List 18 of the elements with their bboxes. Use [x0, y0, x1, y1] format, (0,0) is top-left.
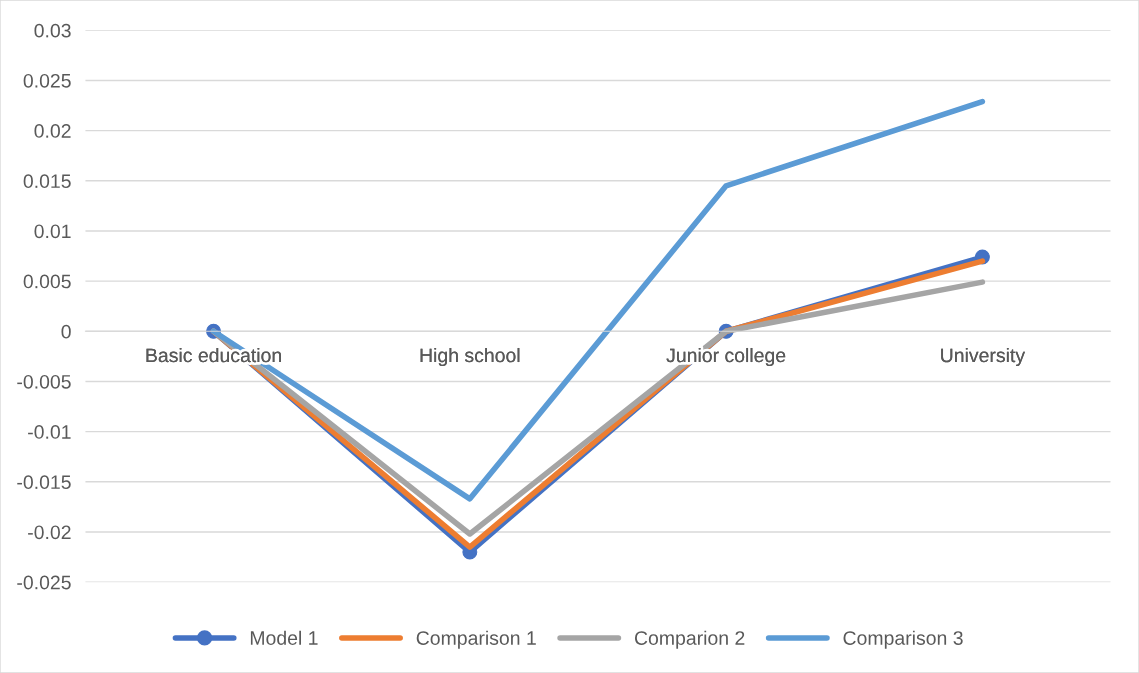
legend-label: Comparion 2	[634, 630, 745, 649]
y-tick-label: -0.01	[28, 425, 71, 439]
x-tick-label: High school	[420, 347, 520, 367]
y-tick-label: -0.025	[17, 575, 71, 590]
legend-label: Comparison 3	[843, 630, 963, 649]
y-tick-label: -0.005	[17, 374, 71, 389]
y-tick-label: 0.02	[34, 124, 71, 138]
y-tick-label: 0.005	[23, 274, 71, 289]
y-tick-label: 0.015	[23, 174, 71, 189]
y-tick-label: -0.02	[28, 525, 71, 540]
y-tick-label: 0	[61, 324, 71, 339]
legend-label: Model 1	[250, 630, 318, 645]
y-tick-label: 0.03	[34, 23, 71, 38]
y-tick-label: 0.01	[34, 224, 71, 239]
y-tick-label: 0.025	[23, 73, 71, 88]
x-tick-label: University	[941, 347, 1026, 367]
legend-label: Comparison 1	[416, 630, 536, 649]
y-tick-label: -0.015	[17, 475, 71, 490]
